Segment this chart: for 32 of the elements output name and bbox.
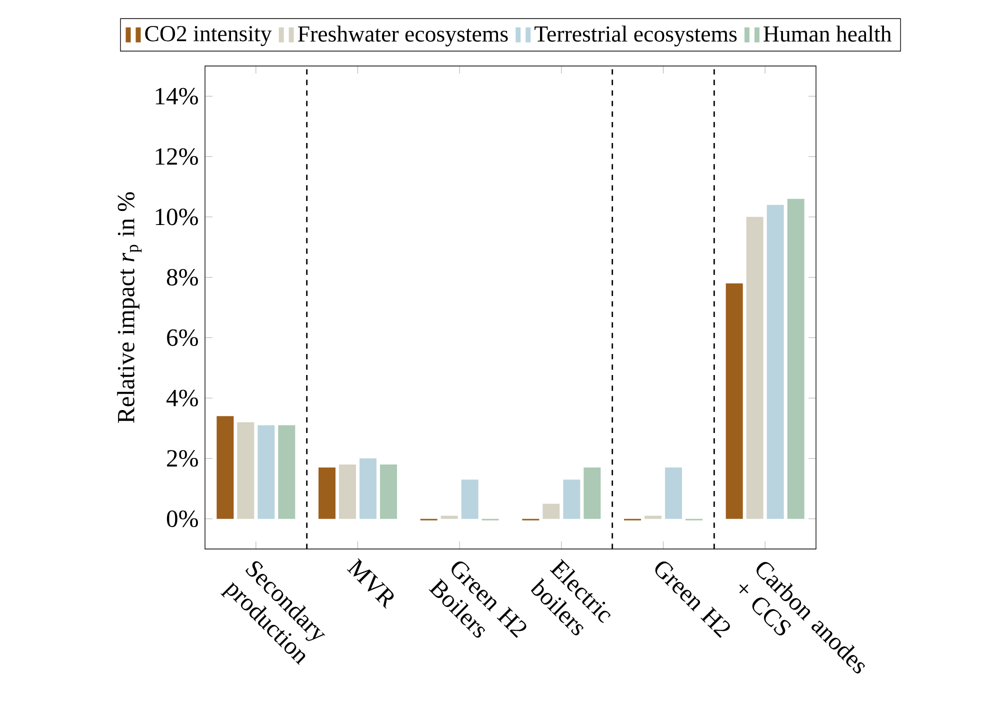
bar — [644, 516, 662, 519]
bar — [766, 204, 784, 519]
legend-label: Freshwater ecosystems — [298, 26, 508, 46]
y-tick-label: 6% — [167, 329, 198, 346]
bar — [360, 458, 376, 519]
bar — [278, 425, 296, 519]
bar — [787, 198, 804, 519]
bar — [380, 464, 398, 519]
y-tick-label: 14% — [156, 88, 198, 105]
y-tick-label: 2% — [167, 450, 198, 467]
bar — [258, 425, 275, 519]
y-tick-label: 12% — [156, 148, 198, 165]
bar — [339, 464, 356, 519]
bar — [440, 516, 458, 519]
legend-label: Terrestrial ecosystems — [534, 26, 737, 46]
y-tick-label: 4% — [166, 390, 198, 406]
legend-label: Human health — [764, 26, 892, 42]
y-tick-label: 8% — [166, 268, 198, 286]
y-tick-label: 0% — [166, 510, 198, 528]
bar — [746, 216, 764, 519]
bar — [237, 422, 254, 519]
y-tick-label: 10% — [156, 208, 198, 226]
bar — [584, 467, 601, 519]
bar — [461, 480, 478, 519]
bar — [542, 504, 560, 519]
bar — [665, 467, 682, 519]
y-axis-title: Relative impact r$_{p}$ in % — [117, 192, 142, 423]
legend-label: CO2 intensity — [145, 26, 272, 46]
bar — [318, 467, 336, 519]
bar — [563, 480, 580, 519]
bar — [726, 283, 743, 519]
bar — [216, 416, 234, 519]
